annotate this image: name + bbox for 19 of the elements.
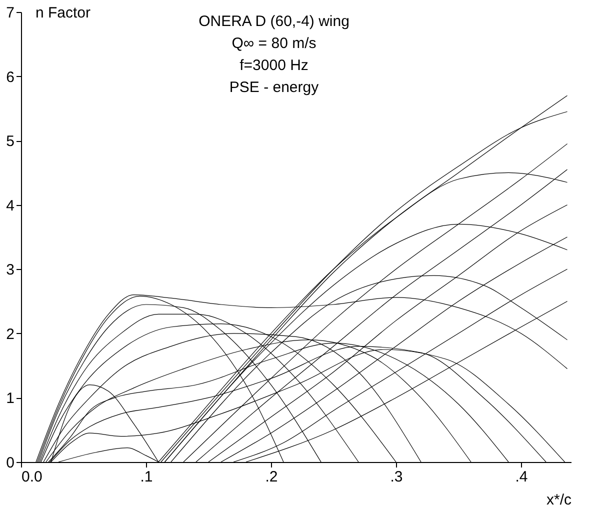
x-tick-label: .1 xyxy=(140,468,153,486)
y-tick-label: 0 xyxy=(6,454,14,472)
x-tick-label: .2 xyxy=(265,468,278,486)
x-tick-label: .3 xyxy=(390,468,403,486)
y-tick-label: 4 xyxy=(6,197,14,214)
y-tick-label: 5 xyxy=(6,133,14,150)
x-axis-title: x*/c xyxy=(546,492,572,508)
y-tick-label: 2 xyxy=(6,326,14,343)
annotation: f=3000 Hz xyxy=(240,57,308,74)
annotation: Q∞ = 80 m/s xyxy=(232,35,316,52)
annotation: PSE - energy xyxy=(229,79,320,96)
y-tick-label: 7 xyxy=(6,4,14,22)
chart-title: ONERA D (60,-4) wing xyxy=(198,13,350,30)
x-tick-label: 0.0 xyxy=(22,468,42,486)
y-tick-label: 6 xyxy=(6,68,14,86)
y-axis-title: n Factor xyxy=(36,4,91,22)
x-tick-label: .4 xyxy=(515,468,528,486)
y-tick-label: 3 xyxy=(6,262,14,279)
y-tick-label: 1 xyxy=(6,390,14,408)
